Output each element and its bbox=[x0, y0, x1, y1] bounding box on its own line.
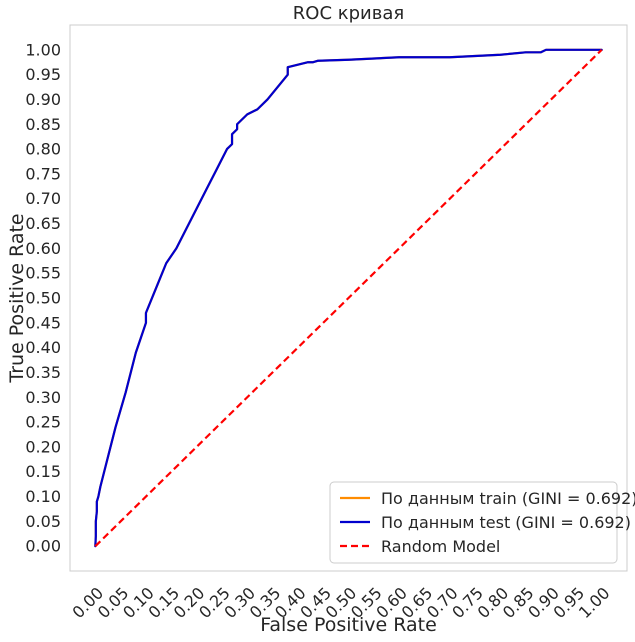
y-tick-label: 0.05 bbox=[25, 512, 61, 531]
y-tick-label: 0.95 bbox=[25, 65, 61, 84]
y-tick-label: 0.65 bbox=[25, 214, 61, 233]
series-line-2 bbox=[94, 49, 603, 547]
y-axis-ticks: 0.00 0.05 0.10 0.15 0.20 0.25 0.30 0.35 0.40 0.45… bbox=[25, 40, 61, 555]
x-axis-label: False Positive Rate bbox=[260, 614, 437, 636]
legend: По данным train (GINI = 0.692) По данным … bbox=[329, 481, 635, 564]
y-tick-label: 0.80 bbox=[25, 140, 61, 159]
chart-title: ROC кривая bbox=[293, 3, 404, 24]
legend-box bbox=[329, 481, 618, 564]
y-tick-label: 0.70 bbox=[25, 189, 61, 208]
legend-label-0: По данным train (GINI = 0.692) bbox=[381, 489, 635, 508]
legend-label-2: Random Model bbox=[381, 537, 500, 556]
y-tick-label: 0.75 bbox=[25, 164, 61, 183]
y-tick-label: 0.50 bbox=[25, 289, 61, 308]
y-tick-label: 0.20 bbox=[25, 437, 61, 456]
y-tick-label: 0.35 bbox=[25, 363, 61, 382]
y-tick-label: 0.85 bbox=[25, 115, 61, 134]
legend-label-1: По данным test (GINI = 0.692) bbox=[381, 513, 631, 532]
series-layer bbox=[94, 48, 603, 548]
y-tick-label: 0.10 bbox=[25, 487, 61, 506]
y-tick-label: 0.90 bbox=[25, 90, 61, 109]
y-tick-label: 0.15 bbox=[25, 462, 61, 481]
y-tick-label: 0.30 bbox=[25, 388, 61, 407]
y-tick-label: 0.55 bbox=[25, 264, 61, 283]
y-tick-label: 1.00 bbox=[25, 40, 61, 59]
y-tick-label: 0.45 bbox=[25, 313, 61, 332]
y-axis-label: True Positive Rate bbox=[6, 213, 28, 383]
y-tick-label: 0.40 bbox=[25, 338, 61, 357]
x-tick-label: 1.00 bbox=[575, 583, 614, 622]
y-tick-label: 0.25 bbox=[25, 413, 61, 432]
series-line-1 bbox=[94, 48, 603, 548]
y-tick-label: 0.60 bbox=[25, 239, 61, 258]
y-tick-label: 0.00 bbox=[25, 537, 61, 556]
